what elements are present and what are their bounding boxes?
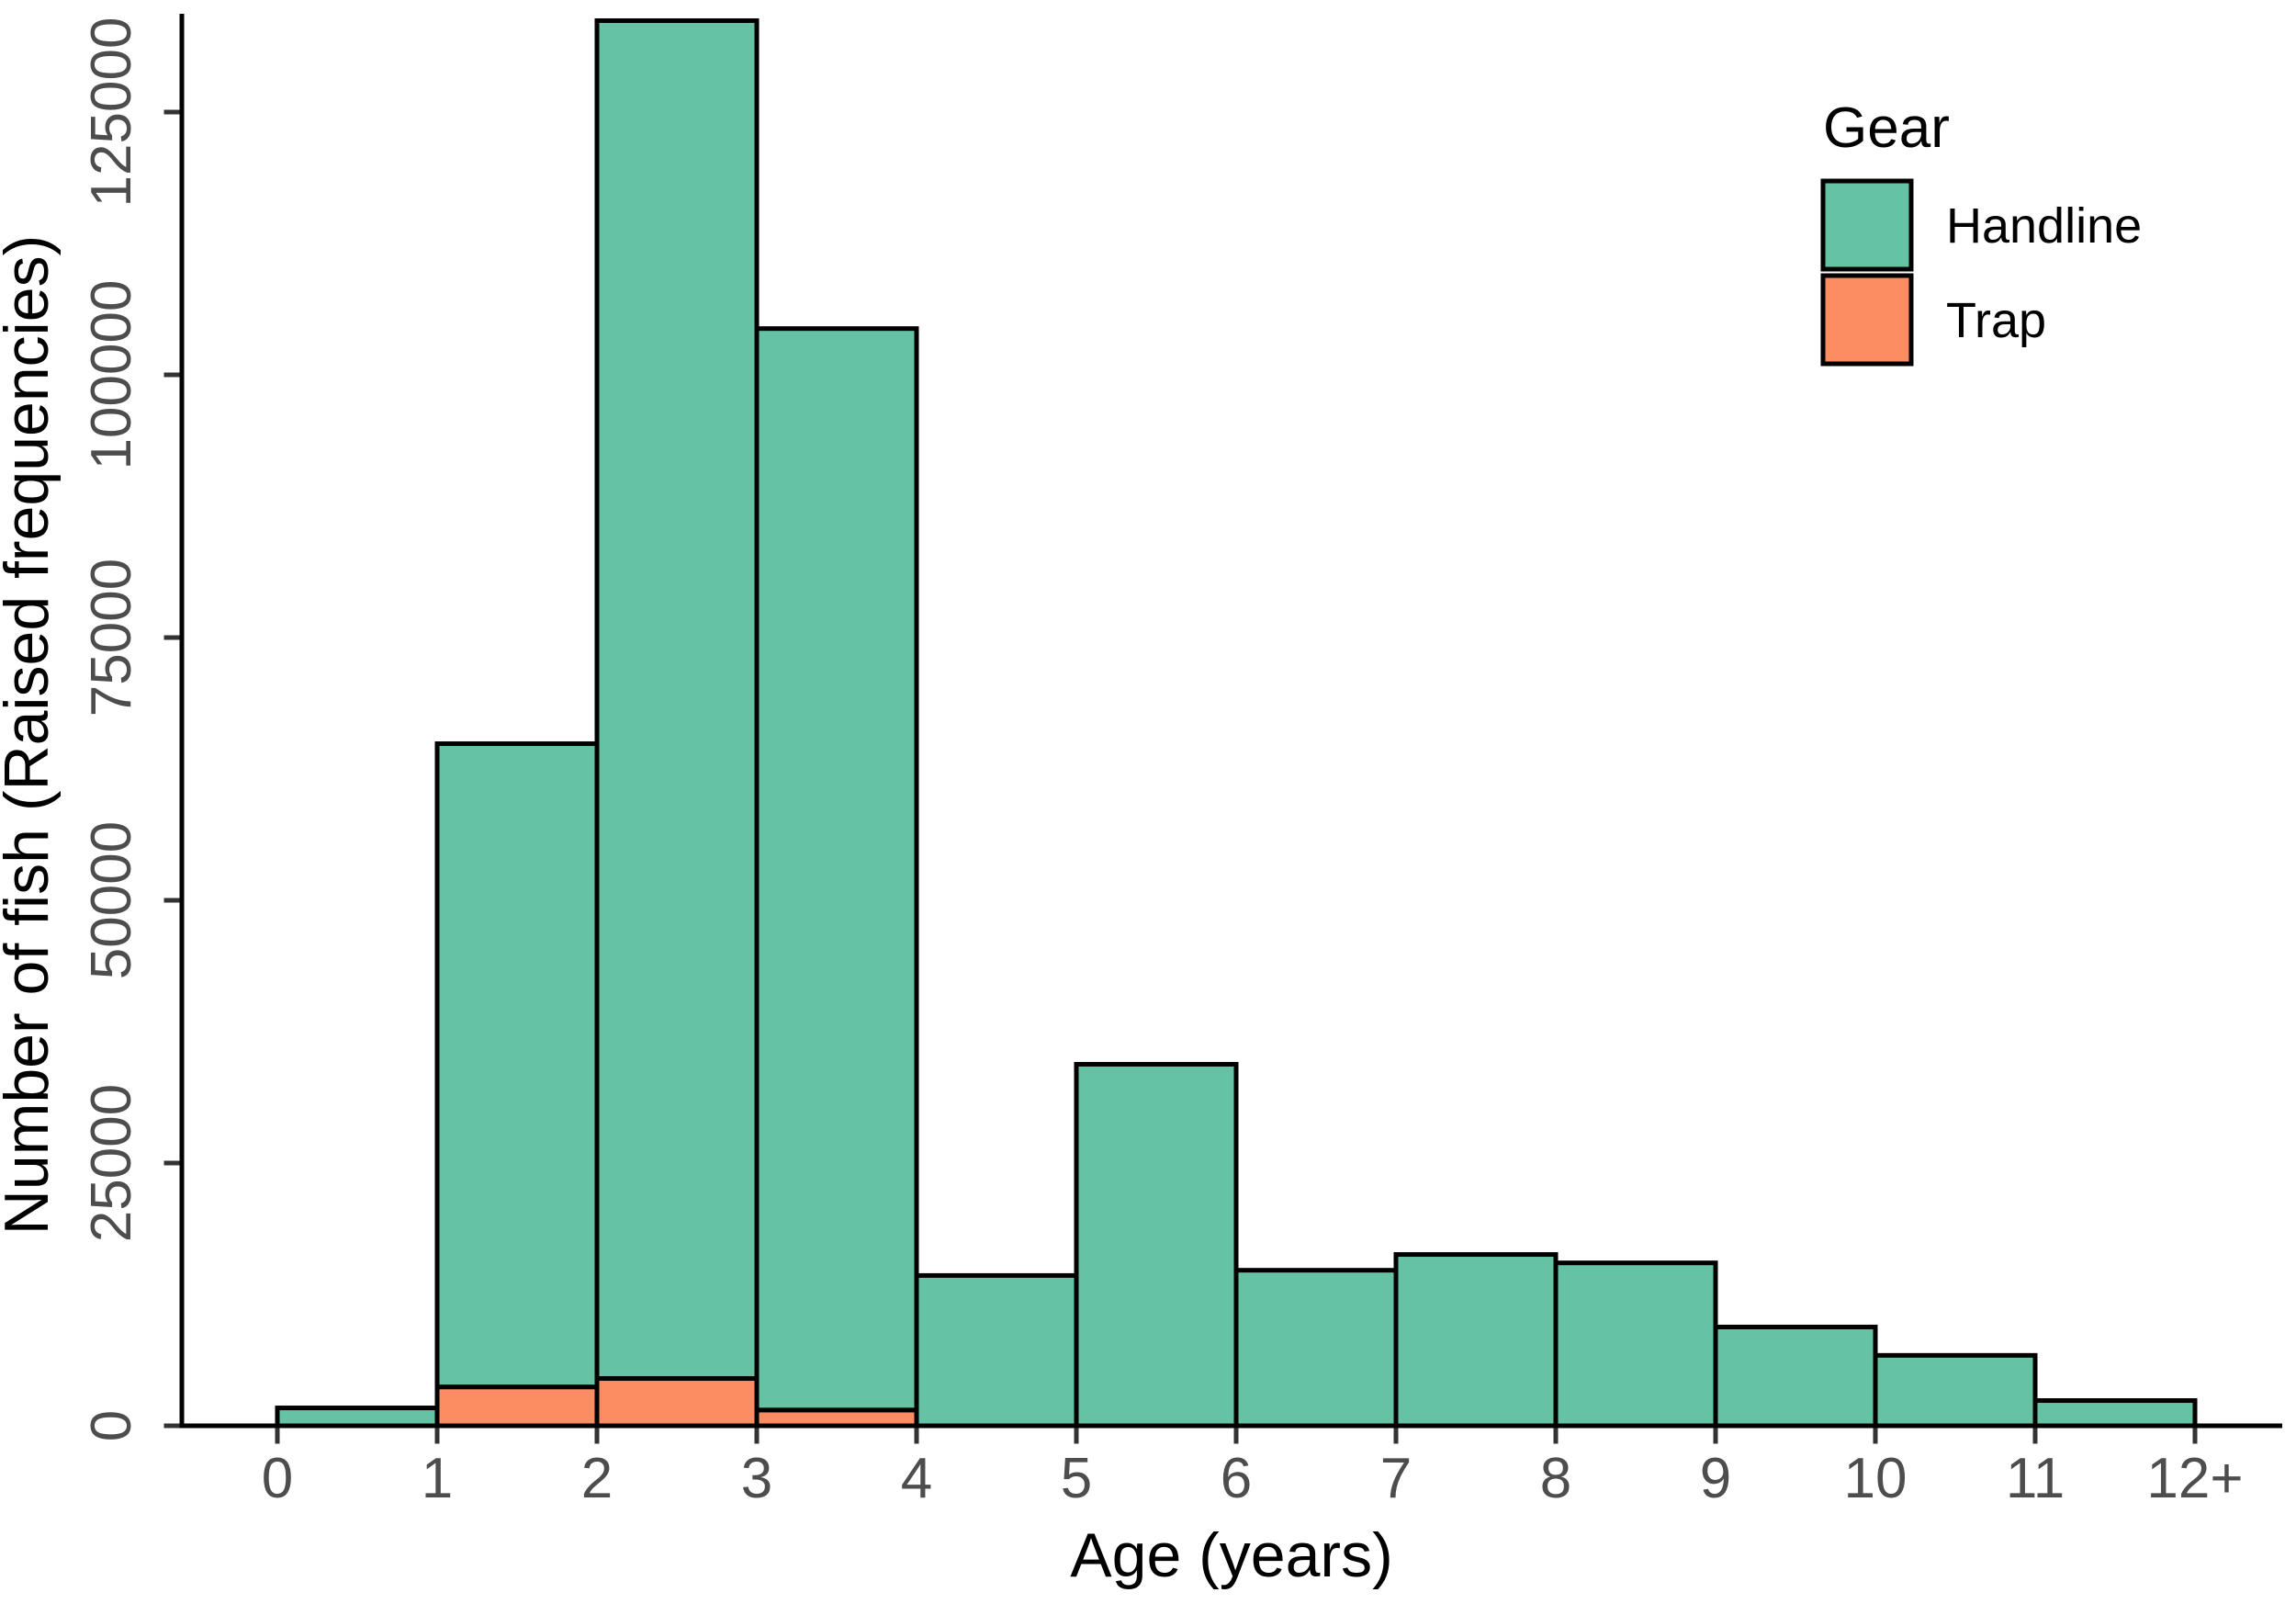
bar-age-4-5-handline <box>914 1272 1079 1429</box>
bar-age-7-8-handline <box>1393 1252 1559 1429</box>
x-tick-label-2: 2 <box>581 1447 613 1510</box>
x-tick-label-3: 3 <box>741 1447 772 1510</box>
y-axis: 0 25000 50000 75000 100000 125000 <box>80 14 185 1441</box>
x-tick-label-10: 10 <box>1844 1447 1908 1510</box>
x-tick-label-5: 5 <box>1061 1447 1092 1510</box>
bar-age-10-11-handline <box>1873 1352 2038 1429</box>
bar-age-2-3-trap <box>594 1376 760 1429</box>
bar-age-2-3-handline <box>594 17 760 1382</box>
legend: Gear Handline Trap <box>1820 96 2142 367</box>
bar-age-6-7-handline <box>1233 1268 1399 1429</box>
x-axis: 0 1 2 3 4 5 6 7 8 9 10 11 12+ <box>179 1423 2282 1510</box>
bars-layer <box>275 17 2198 1429</box>
x-tick-label-8: 8 <box>1540 1447 1571 1510</box>
y-tick-label-100000: 100000 <box>80 280 143 470</box>
y-tick-label-25000: 25000 <box>80 1084 143 1242</box>
bar-age-0-1-handline <box>275 1406 440 1429</box>
bar-age-3-4-handline <box>754 326 919 1413</box>
bar-age-3-4-trap <box>754 1407 919 1429</box>
y-tick-label-50000: 50000 <box>80 821 143 979</box>
legend-swatch-handline <box>1820 178 1914 272</box>
legend-label-trap: Trap <box>1946 293 2046 348</box>
x-tick-label-7: 7 <box>1380 1447 1412 1510</box>
x-tick-label-12+: 12+ <box>2146 1447 2243 1510</box>
bar-age-5-6-handline <box>1074 1061 1239 1429</box>
y-tick-label-75000: 75000 <box>80 559 143 717</box>
legend-title: Gear <box>1823 96 1950 160</box>
y-tick-label-125000: 125000 <box>80 17 143 208</box>
y-tick-label-0: 0 <box>80 1410 143 1441</box>
x-tick-label-1: 1 <box>422 1447 453 1510</box>
bar-age-11-12-handline <box>2032 1398 2198 1429</box>
x-tick-label-0: 0 <box>262 1447 293 1510</box>
x-tick-label-9: 9 <box>1700 1447 1731 1510</box>
bar-age-8-9-handline <box>1553 1260 1718 1429</box>
x-tick-label-11: 11 <box>2006 1447 2065 1510</box>
x-axis-title: Age (years) <box>1070 1520 1392 1590</box>
y-axis-title: Number of fish (Raised frequencies) <box>0 235 62 1235</box>
bar-age-1-2-trap <box>434 1384 600 1429</box>
bar-age-9-10-handline <box>1713 1324 1878 1429</box>
bar-age-1-2-handline <box>434 741 600 1390</box>
legend-swatch-trap <box>1820 273 1914 367</box>
x-tick-label-4: 4 <box>901 1447 932 1510</box>
legend-label-handline: Handline <box>1946 198 2142 254</box>
x-tick-label-6: 6 <box>1221 1447 1252 1510</box>
